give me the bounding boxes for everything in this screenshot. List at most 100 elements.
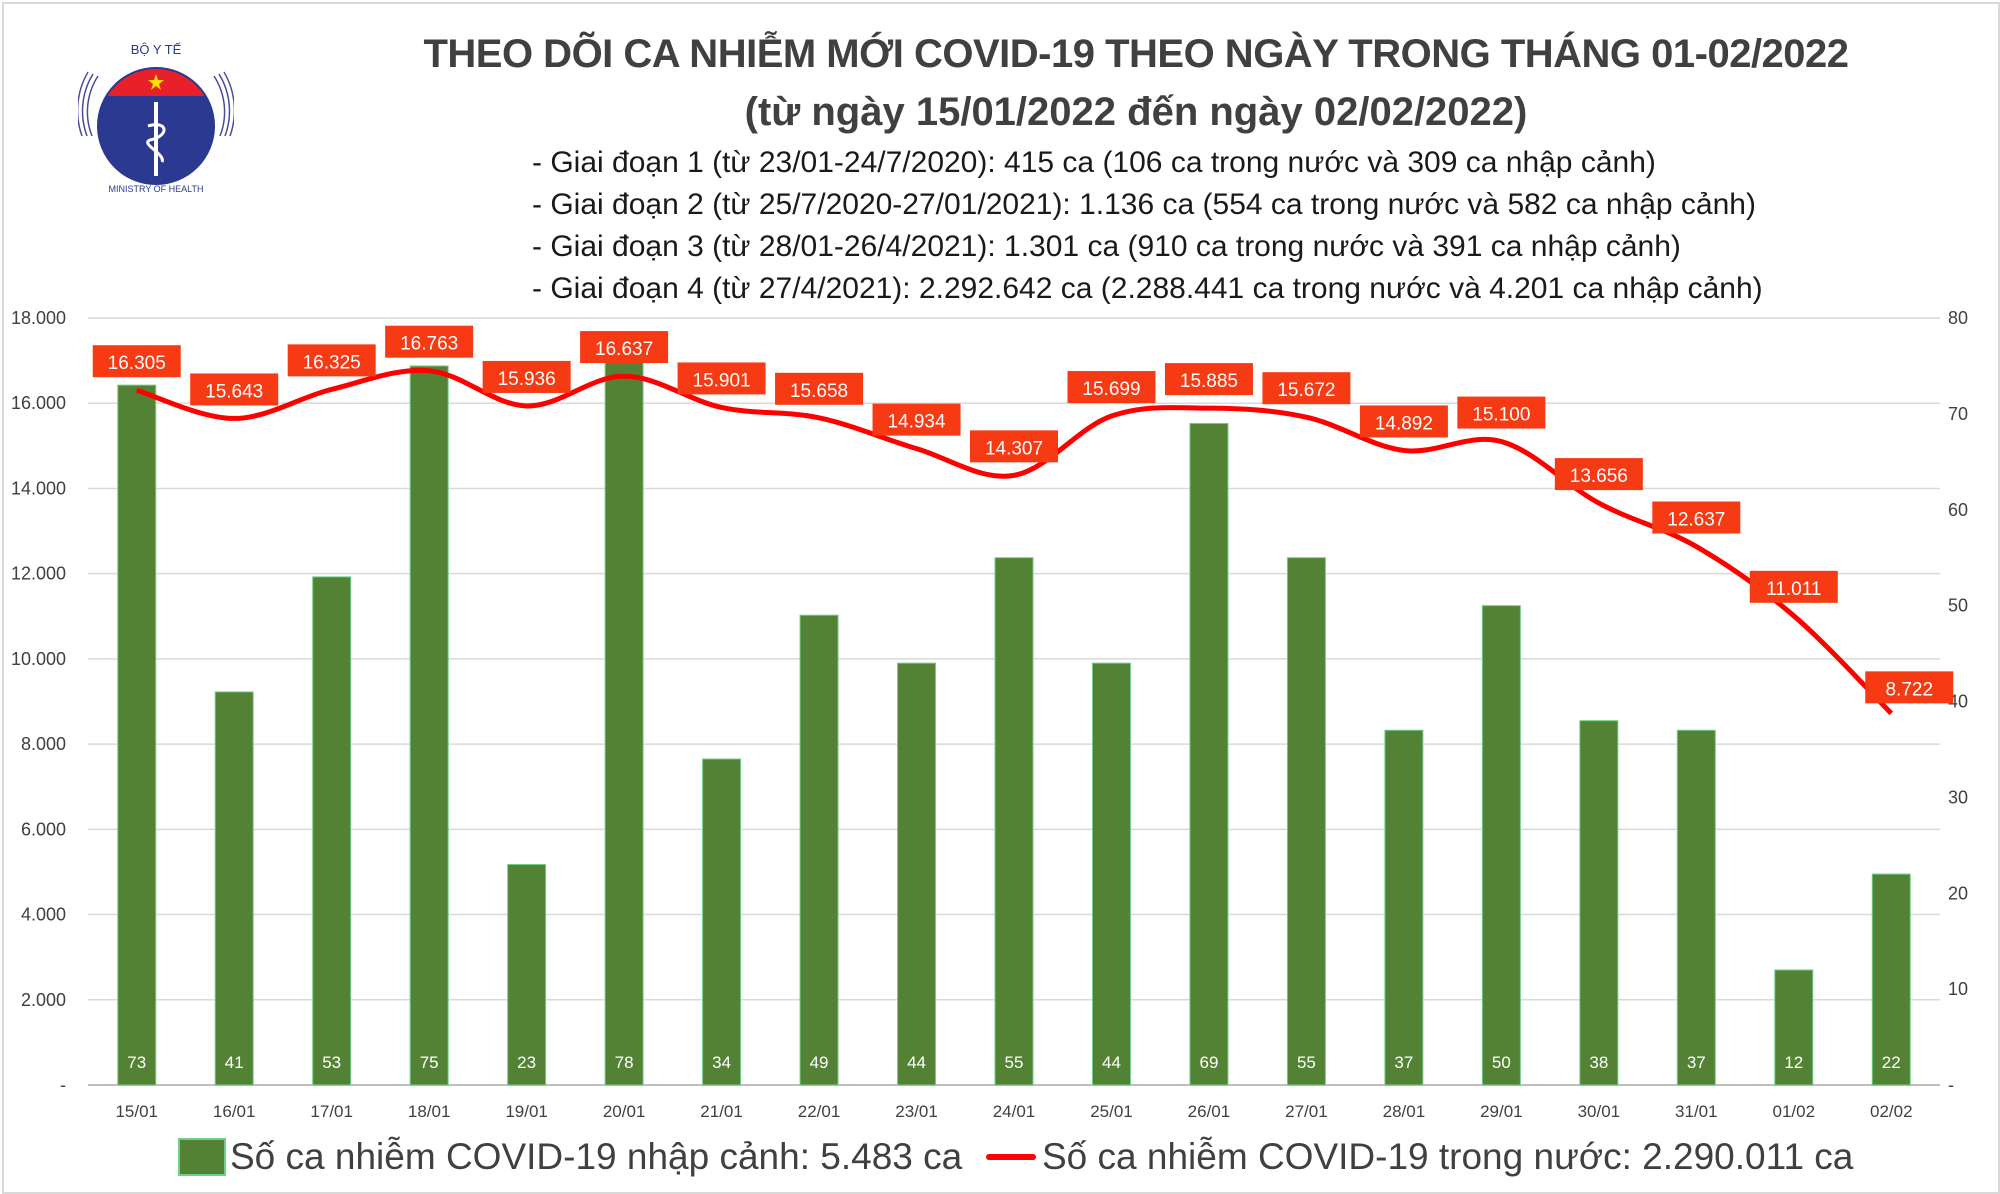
line-value-label: 15.936 bbox=[498, 369, 556, 390]
x-axis-tick: 23/01 bbox=[895, 1102, 938, 1121]
line-label-box bbox=[1554, 458, 1643, 491]
right-axis-tick: 10 bbox=[1948, 979, 1968, 999]
x-axis-tick: 24/01 bbox=[993, 1102, 1036, 1121]
left-axis-tick: 2.000 bbox=[21, 990, 66, 1010]
line-label-box bbox=[580, 331, 669, 364]
right-axis-tick: 30 bbox=[1948, 787, 1968, 807]
line-value-label: 11.011 bbox=[1766, 579, 1821, 600]
bar bbox=[214, 691, 254, 1086]
line-label-box bbox=[970, 430, 1058, 463]
x-axis-tick: 22/01 bbox=[798, 1102, 841, 1121]
bar bbox=[1384, 729, 1424, 1086]
bar bbox=[1676, 729, 1716, 1086]
bar-value-label: 22 bbox=[1882, 1053, 1901, 1072]
period-1: - Giai đoạn 1 (từ 23/01-24/7/2020): 415 … bbox=[532, 146, 1656, 179]
period-2: - Giai đoạn 2 (từ 25/7/2020-27/01/2021):… bbox=[532, 188, 1756, 221]
bar-value-label: 55 bbox=[1005, 1053, 1024, 1072]
x-axis-tick: 29/01 bbox=[1480, 1102, 1523, 1121]
bar bbox=[1189, 422, 1229, 1086]
bar-value-label: 37 bbox=[1687, 1053, 1706, 1072]
line-label-box bbox=[677, 362, 766, 395]
line-value-label: 14.892 bbox=[1375, 413, 1433, 434]
left-axis-tick: 14.000 bbox=[11, 478, 66, 498]
line-label-box bbox=[1262, 372, 1351, 405]
bar bbox=[1774, 969, 1814, 1086]
line-value-label: 13.656 bbox=[1570, 466, 1628, 487]
bar bbox=[1481, 605, 1521, 1086]
bar bbox=[994, 557, 1034, 1086]
x-axis-tick: 20/01 bbox=[603, 1102, 646, 1121]
right-axis-tick: 50 bbox=[1948, 596, 1968, 616]
bar bbox=[1286, 557, 1326, 1086]
bar bbox=[799, 614, 839, 1086]
bar-value-label: 50 bbox=[1492, 1053, 1511, 1072]
line-value-label: 16.305 bbox=[108, 353, 166, 374]
right-axis-tick: 70 bbox=[1948, 404, 1968, 424]
x-axis-tick: 01/02 bbox=[1773, 1102, 1816, 1121]
line-label-box bbox=[287, 344, 376, 377]
x-axis-tick: 15/01 bbox=[115, 1102, 158, 1121]
bar-value-label: 44 bbox=[1102, 1053, 1121, 1072]
line-value-label: 15.643 bbox=[205, 381, 263, 402]
line-value-label: 15.699 bbox=[1082, 379, 1140, 400]
line-value-label: 15.100 bbox=[1472, 405, 1530, 426]
bar bbox=[1091, 662, 1131, 1086]
bar-value-label: 12 bbox=[1784, 1053, 1803, 1072]
x-axis-tick: 16/01 bbox=[213, 1102, 256, 1121]
line-value-label: 8.722 bbox=[1885, 679, 1933, 700]
bar-value-label: 34 bbox=[712, 1053, 731, 1072]
x-axis-tick: 30/01 bbox=[1578, 1102, 1621, 1121]
line-label-box bbox=[92, 345, 181, 378]
x-axis-tick: 31/01 bbox=[1675, 1102, 1718, 1121]
line-label-box bbox=[775, 372, 864, 405]
line-value-label: 14.934 bbox=[887, 412, 946, 433]
legend-bar-swatch bbox=[178, 1138, 226, 1176]
chart-title: THEO DÕI CA NHIỄM MỚI COVID-19 THEO NGÀY… bbox=[423, 32, 1849, 76]
bar-value-label: 38 bbox=[1589, 1053, 1608, 1072]
bar bbox=[507, 863, 547, 1086]
bar-value-label: 73 bbox=[127, 1053, 146, 1072]
line-series bbox=[136, 367, 1894, 716]
right-axis-tick: - bbox=[1948, 1075, 1954, 1095]
bar-value-label: 53 bbox=[322, 1053, 341, 1072]
bar bbox=[897, 662, 937, 1086]
line-value-label: 15.658 bbox=[790, 381, 848, 402]
bar-value-label: 44 bbox=[907, 1053, 926, 1072]
bar-value-label: 37 bbox=[1394, 1053, 1413, 1072]
line-label-box bbox=[385, 325, 474, 358]
ministry-of-health-logo: BỘ Y TẾ MINISTRY OF HEALTH bbox=[78, 42, 234, 194]
x-axis-tick: 19/01 bbox=[505, 1102, 548, 1121]
line-value-label: 15.672 bbox=[1277, 380, 1335, 401]
x-axis-tick: 26/01 bbox=[1188, 1102, 1231, 1121]
line-label-box bbox=[190, 373, 279, 406]
line-label-box bbox=[1749, 570, 1838, 603]
left-axis-tick: 10.000 bbox=[11, 649, 66, 669]
x-axis-tick: 18/01 bbox=[408, 1102, 451, 1121]
legend-bar-label: Số ca nhiễm COVID-19 nhập cảnh: 5.483 ca bbox=[230, 1136, 963, 1177]
line-label-box bbox=[482, 360, 571, 393]
bar bbox=[1579, 720, 1619, 1086]
bar-value-label: 55 bbox=[1297, 1053, 1316, 1072]
line-value-label: 16.637 bbox=[595, 339, 653, 360]
left-axis-tick: 18.000 bbox=[11, 308, 66, 328]
line-label-box bbox=[872, 403, 961, 436]
left-axis-tick: 4.000 bbox=[21, 905, 66, 925]
bar bbox=[702, 758, 742, 1086]
line-label-box bbox=[1164, 363, 1253, 396]
line-label-box bbox=[1865, 671, 1954, 704]
bar-value-label: 49 bbox=[810, 1053, 829, 1072]
line-label-box bbox=[1359, 405, 1448, 438]
period-3: - Giai đoạn 3 (từ 28/01-26/4/2021): 1.30… bbox=[532, 230, 1681, 263]
line-value-label: 16.325 bbox=[303, 352, 361, 373]
line-value-label: 12.637 bbox=[1667, 510, 1725, 531]
bar bbox=[604, 336, 644, 1086]
bar-value-label: 75 bbox=[420, 1053, 439, 1072]
right-axis-tick: 20 bbox=[1948, 883, 1968, 903]
logo-bottom-text: MINISTRY OF HEALTH bbox=[108, 184, 203, 194]
legend-line-label: Số ca nhiễm COVID-19 trong nước: 2.290.0… bbox=[1042, 1136, 1854, 1177]
bar bbox=[312, 576, 352, 1086]
bar-value-label: 23 bbox=[517, 1053, 536, 1072]
bar-value-label: 78 bbox=[615, 1053, 634, 1072]
x-axis-tick: 25/01 bbox=[1090, 1102, 1133, 1121]
legend-line-swatch bbox=[986, 1154, 1036, 1160]
